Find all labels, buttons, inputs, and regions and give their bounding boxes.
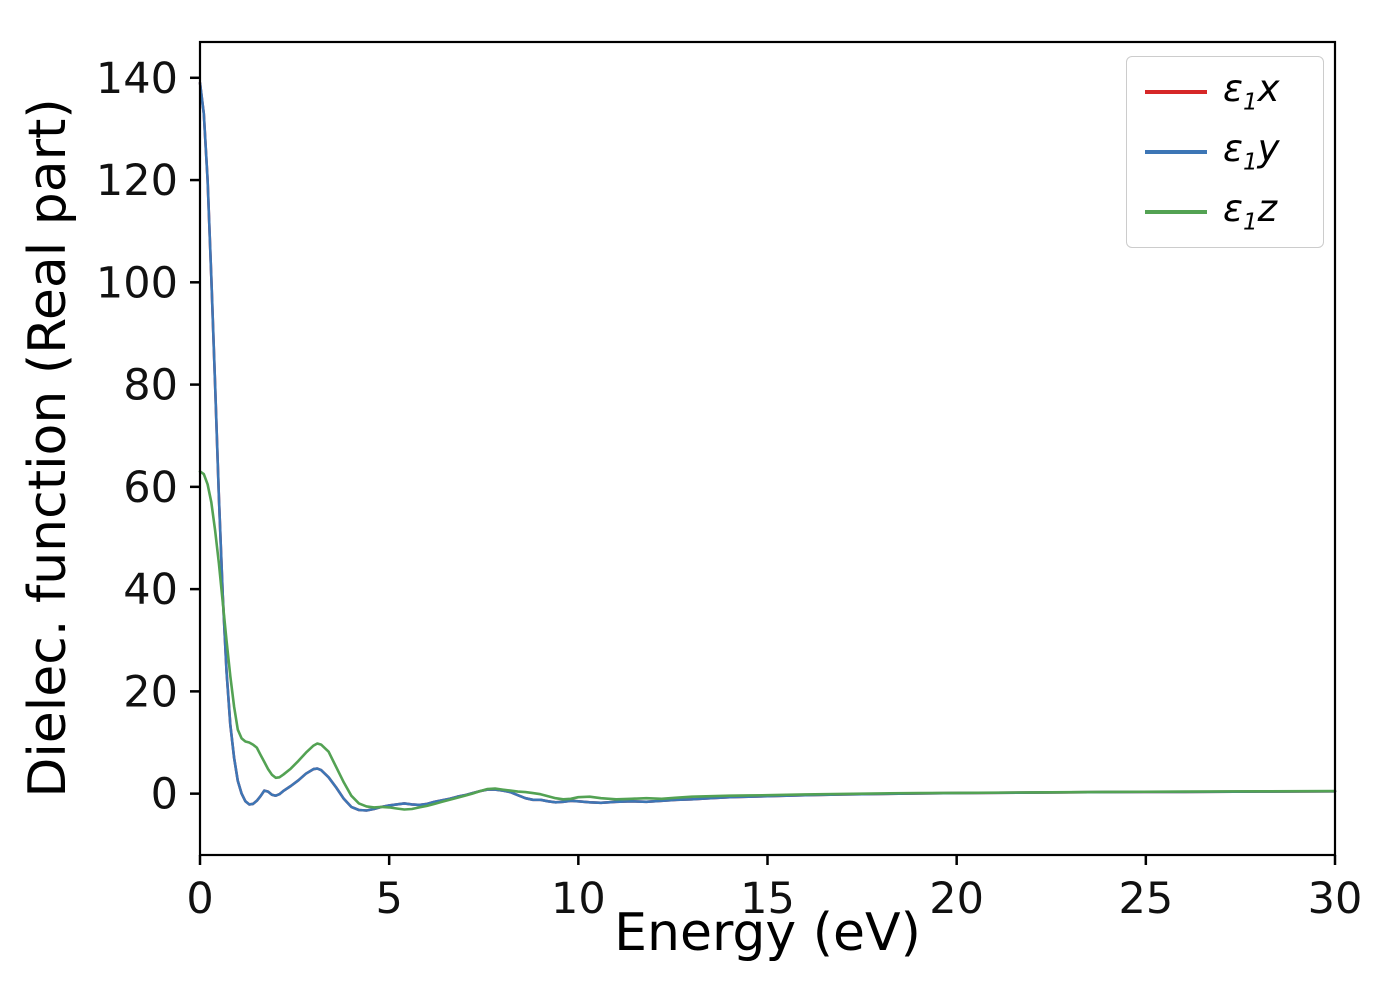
legend-label: ε1x: [1223, 66, 1280, 116]
y-tick-label: 0: [151, 770, 178, 820]
x-tick-label: 15: [740, 874, 795, 924]
legend-entry-eps1x: ε1x: [1145, 66, 1305, 116]
series-line-eps1z: [198, 470, 1337, 811]
x-tick-label: 0: [186, 874, 213, 924]
y-tick-label: 120: [96, 156, 178, 206]
x-tick-label: 20: [929, 874, 984, 924]
series-line-eps1y: [198, 81, 1337, 812]
x-tick-label: 5: [375, 874, 402, 924]
y-tick-label: 140: [96, 54, 178, 104]
y-tick-label: 100: [96, 258, 178, 308]
x-tick-label: 10: [551, 874, 606, 924]
y-tick-label: 60: [123, 463, 178, 513]
legend-line-swatch: [1145, 90, 1207, 94]
y-axis-label: Dielec. function (Real part): [18, 98, 78, 798]
legend-entry-eps1z: ε1z: [1145, 186, 1305, 236]
y-tick-label: 20: [123, 667, 178, 717]
legend-label: ε1z: [1223, 186, 1278, 236]
x-axis-label: Energy (eV): [614, 903, 921, 963]
legend-label: ε1y: [1223, 126, 1280, 176]
legend-line-swatch: [1145, 150, 1207, 154]
y-tick-label: 40: [123, 565, 178, 615]
x-tick-label: 25: [1118, 874, 1173, 924]
x-tick-label: 30: [1308, 874, 1363, 924]
legend: ε1x ε1y ε1z: [1126, 56, 1324, 248]
axes-box: [198, 40, 1337, 857]
y-tick-label: 80: [123, 361, 178, 411]
legend-entry-eps1y: ε1y: [1145, 126, 1305, 176]
legend-line-swatch: [1145, 210, 1207, 214]
